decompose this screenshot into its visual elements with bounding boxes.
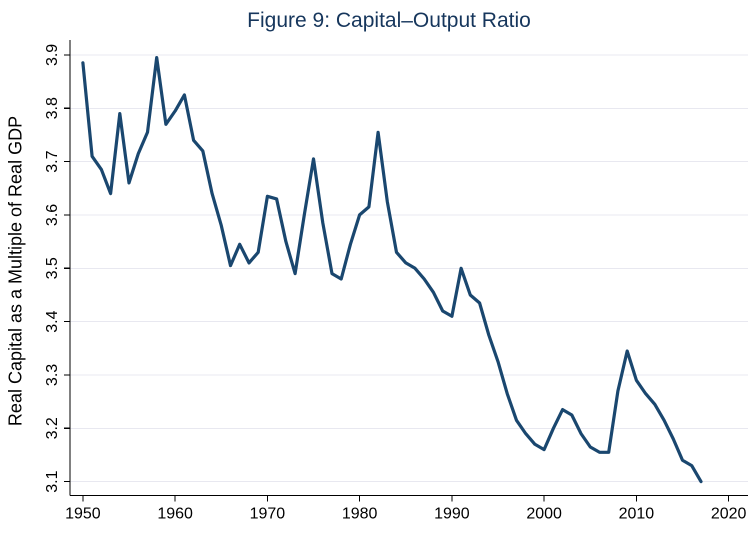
x-tick-label-1970: 1970 [250, 506, 286, 523]
x-tick-label-1980: 1980 [342, 506, 378, 523]
y-tick-label-3.5: 3.5 [44, 257, 61, 279]
x-tick-label-1990: 1990 [434, 506, 470, 523]
y-tick-label-3.6: 3.6 [44, 204, 61, 226]
y-tick-label-3.1: 3.1 [44, 470, 61, 492]
y-tick-label-3.9: 3.9 [44, 44, 61, 66]
capital-output-series-line [81, 55, 703, 484]
y-tick-label-3.3: 3.3 [44, 364, 61, 386]
x-tick-label-2010: 2010 [619, 506, 655, 523]
x-tick-label-1950: 1950 [65, 506, 101, 523]
x-axis-ticks: 1950 1960 1970 1980 1990 2000 2010 2020 [65, 495, 747, 523]
y-tick-label-3.2: 3.2 [44, 417, 61, 439]
x-tick-label-2020: 2020 [711, 506, 747, 523]
x-tick-label-2000: 2000 [526, 506, 562, 523]
y-axis-ticks: 3.1 3.2 3.3 3.4 3.5 3.6 3.7 3.8 3.9 [44, 44, 70, 493]
figure-title: Figure 9: Capital–Output Ratio [247, 9, 531, 32]
gridlines [70, 54, 748, 483]
y-tick-label-3.8: 3.8 [44, 97, 61, 119]
y-tick-label-3.4: 3.4 [44, 310, 61, 332]
x-tick-label-1960: 1960 [157, 506, 193, 523]
y-tick-label-3.7: 3.7 [44, 150, 61, 172]
